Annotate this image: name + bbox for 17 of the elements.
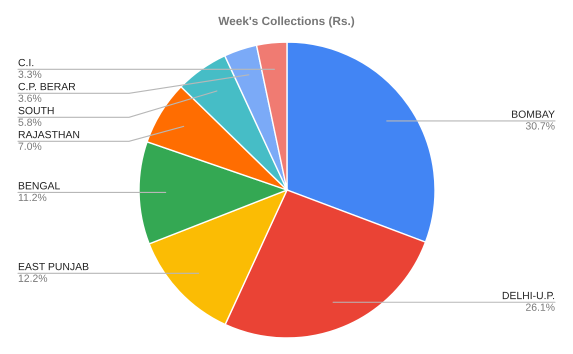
slice-label: SOUTH xyxy=(18,106,54,114)
data-label: 26.1% xyxy=(526,304,555,311)
slice-label: BENGAL xyxy=(18,182,60,190)
slice-label: C.I. xyxy=(18,58,34,66)
data-label: 30.7% xyxy=(526,122,555,130)
slice-label: RAJASTHAN xyxy=(18,130,80,138)
data-label: 3.3% xyxy=(18,70,42,78)
chart-title: Week's Collections (Rs.) xyxy=(218,16,354,28)
data-label: 12.2% xyxy=(18,274,48,282)
data-label: 3.6% xyxy=(18,94,42,102)
data-label: 7.0% xyxy=(18,142,42,150)
data-label: 11.2% xyxy=(18,194,46,202)
slice-label: DELHI-U.P. xyxy=(502,292,554,300)
slice-label: EAST PUNJAB xyxy=(18,262,88,270)
slice-label: C.P. BERAR xyxy=(18,82,76,90)
slice-label: BOMBAY xyxy=(512,110,555,118)
data-label: 5.8% xyxy=(18,118,42,126)
